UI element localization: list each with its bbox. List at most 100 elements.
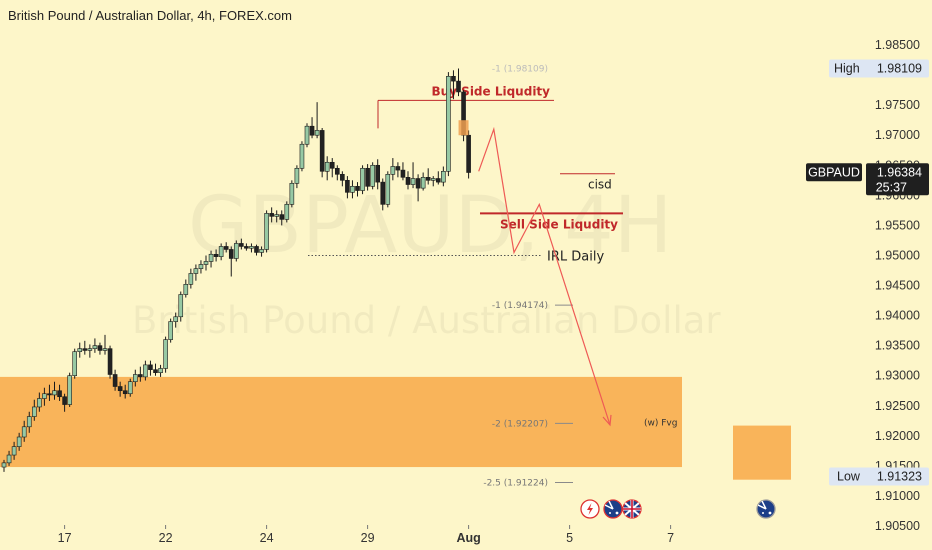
australia-flag-icon-2[interactable]	[756, 499, 776, 519]
candle-body	[430, 178, 436, 181]
watermark-name: British Pound / Australian Dollar	[132, 299, 721, 342]
candle-body	[223, 246, 229, 250]
candle-body	[456, 80, 461, 93]
candle-body	[264, 213, 269, 250]
candle-body	[208, 253, 214, 262]
candle-body	[112, 374, 118, 387]
candle	[380, 178, 386, 211]
candle-body	[198, 264, 204, 269]
candle	[52, 381, 57, 400]
candle	[441, 166, 446, 187]
y-tick-label: 1.93000	[875, 369, 920, 383]
countdown-text: 25:37	[876, 180, 907, 194]
candle-body	[415, 178, 421, 189]
candle-body	[340, 174, 345, 181]
candle-body	[218, 246, 224, 257]
candle-body	[400, 169, 406, 178]
candle-body	[183, 284, 189, 295]
candle-body	[234, 243, 239, 259]
candle	[430, 176, 436, 187]
candle	[294, 165, 300, 189]
y-tick-label: 1.95000	[875, 248, 920, 262]
chart-title: British Pound / Australian Dollar, 4h, F…	[8, 8, 292, 23]
candle	[77, 342, 83, 358]
candle	[466, 130, 471, 179]
candle-body	[203, 261, 209, 265]
candle-body	[451, 76, 456, 82]
candle	[289, 180, 295, 208]
candle-body	[269, 213, 274, 217]
candle-body	[254, 246, 259, 253]
candle-body	[395, 166, 401, 171]
candle	[198, 260, 204, 274]
candle	[365, 164, 370, 191]
candle-body	[294, 167, 300, 184]
candle	[92, 338, 98, 353]
candle-body	[127, 381, 133, 395]
candle	[264, 210, 269, 253]
candle-body	[21, 426, 27, 438]
candle-body	[16, 436, 22, 447]
candle-body	[239, 243, 244, 247]
y-tick-label: 1.93500	[875, 339, 920, 353]
flash-event-icon[interactable]	[580, 499, 600, 519]
candle	[329, 158, 335, 178]
candle	[203, 255, 209, 271]
candle	[405, 171, 411, 190]
candle	[244, 243, 249, 251]
candle	[37, 392, 42, 412]
candle-body	[304, 125, 310, 145]
fib-label: -2 (1.92207)	[492, 419, 548, 429]
high-badge-value: 1.98109	[877, 62, 922, 76]
y-tick-label: 1.90500	[875, 519, 920, 533]
candle	[97, 342, 103, 355]
candle	[284, 201, 290, 223]
low-badge-value: 1.91323	[877, 470, 922, 484]
candle-body	[92, 345, 98, 349]
fib-label: -2.5 (1.91224)	[483, 478, 548, 488]
candle-body	[259, 249, 264, 253]
candle-body	[57, 390, 62, 398]
uk-flag-icon[interactable]	[622, 499, 642, 519]
candle-body	[133, 374, 138, 383]
candle	[410, 162, 416, 189]
event-icons[interactable]	[580, 499, 776, 519]
candle	[148, 360, 153, 376]
candle-body	[435, 178, 441, 183]
y-axis[interactable]: 1.985001.975001.970001.965001.960001.955…	[875, 38, 920, 533]
sell-side-liquidity-label: Sell Side Liqudity	[500, 217, 618, 231]
australia-flag-icon[interactable]	[603, 499, 623, 519]
candle	[319, 128, 325, 178]
candle	[208, 250, 214, 268]
candle	[415, 174, 421, 202]
candle	[158, 364, 163, 377]
candle	[299, 141, 305, 172]
candle-body	[37, 398, 42, 408]
candle	[117, 381, 123, 397]
candle	[259, 246, 264, 257]
candle	[138, 366, 143, 382]
candle	[163, 336, 168, 373]
candle-body	[178, 294, 184, 318]
candle-body	[107, 348, 113, 375]
candle	[143, 360, 148, 381]
candle	[370, 162, 375, 190]
x-axis[interactable]: 17 22 24 29 Aug 5 7	[58, 525, 674, 545]
candle	[324, 156, 330, 181]
candle-body	[228, 249, 234, 259]
x-tick-label: 29	[361, 531, 375, 545]
candle-body	[289, 183, 295, 205]
candle-body	[47, 393, 52, 396]
symbol-badge-text: GBPAUD	[808, 165, 860, 179]
low-badge-label: Low	[837, 470, 861, 484]
candle-body	[244, 246, 249, 249]
candle	[385, 171, 391, 208]
candle-body	[82, 348, 88, 351]
candle	[127, 378, 133, 397]
fib-top-label: -1 (1.98109)	[492, 65, 548, 75]
x-tick-label: 17	[58, 531, 72, 545]
candle-body	[11, 446, 17, 456]
x-tick-label: 7	[667, 531, 674, 545]
